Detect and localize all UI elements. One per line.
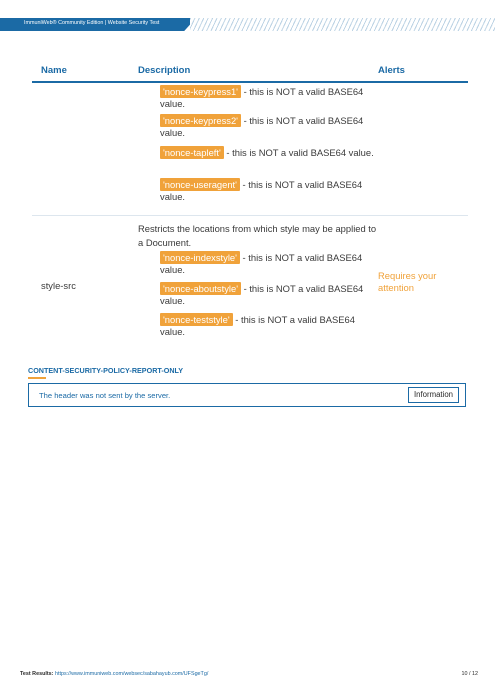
alert-status: Requires your attention [378, 270, 437, 293]
section-title-underline [28, 377, 46, 379]
nonce-entry: 'nonce-teststyle' - this is NOT a valid … [160, 313, 380, 338]
header-status-box: The header was not sent by the server. I… [28, 383, 466, 407]
nonce-entry: 'nonce-keypress2' - this is NOT a valid … [160, 114, 380, 139]
nonce-entry: 'nonce-aboutstyle' - this is NOT a valid… [160, 282, 380, 307]
information-button[interactable]: Information [407, 387, 459, 403]
nonce-tag: 'nonce-keypress1' [160, 85, 241, 98]
nonce-tag: 'nonce-aboutstyle' [160, 282, 241, 295]
nonce-note: - this is NOT a valid BASE64 value. [223, 147, 374, 158]
footer-label: Test Results: [20, 671, 54, 677]
nonce-entry: 'nonce-useragent' - this is NOT a valid … [160, 178, 380, 203]
header-stripe-decoration [190, 18, 495, 31]
page-footer: Test Results: https://www.immuniweb.com/… [20, 671, 478, 677]
column-header-name: Name [41, 65, 67, 76]
header-status-message: The header was not sent by the server. [39, 391, 171, 400]
nonce-entry: 'nonce-indexstyle' - this is NOT a valid… [160, 251, 380, 276]
report-header-bar: ImmuniWeb® Community Edition | Website S… [0, 18, 495, 31]
nonce-note: - this is NOT a valid BASE64 value. [160, 283, 364, 306]
nonce-entry: 'nonce-keypress1' - this is NOT a valid … [160, 85, 380, 110]
nonce-tag: 'nonce-keypress2' [160, 114, 241, 127]
report-header-title: ImmuniWeb® Community Edition | Website S… [24, 20, 160, 26]
nonce-note: - this is NOT a valid BASE64 value. [160, 252, 363, 275]
column-header-description: Description [138, 65, 191, 76]
page-number: 10 / 12 [461, 671, 479, 677]
section-title: CONTENT-SECURITY-POLICY-REPORT-ONLY [28, 366, 184, 375]
nonce-tag: 'nonce-indexstyle' [160, 251, 240, 264]
results-link[interactable]: https://www.immuniweb.com/websec/sabahay… [54, 671, 209, 677]
column-header-alerts: Alerts [378, 65, 405, 76]
nonce-tag: 'nonce-useragent' [160, 178, 240, 191]
nonce-entry: 'nonce-tapleft' - this is NOT a valid BA… [160, 146, 380, 159]
table-header-rule [32, 81, 468, 83]
nonce-note: - this is NOT a valid BASE64 value. [160, 115, 364, 138]
nonce-tag: 'nonce-tapleft' [160, 146, 224, 159]
nonce-note: - this is NOT a valid BASE64 value. [160, 86, 364, 109]
style-src-description: Restricts the locations from which style… [138, 223, 377, 248]
nonce-tag: 'nonce-teststyle' [160, 313, 233, 326]
nonce-note: - this is NOT a valid BASE64 value. [160, 179, 363, 202]
nonce-note: - this is NOT a valid BASE64 value. [160, 314, 355, 337]
report-header-tab [0, 18, 196, 31]
directive-name: style-src [41, 280, 76, 291]
row-divider [32, 215, 468, 216]
